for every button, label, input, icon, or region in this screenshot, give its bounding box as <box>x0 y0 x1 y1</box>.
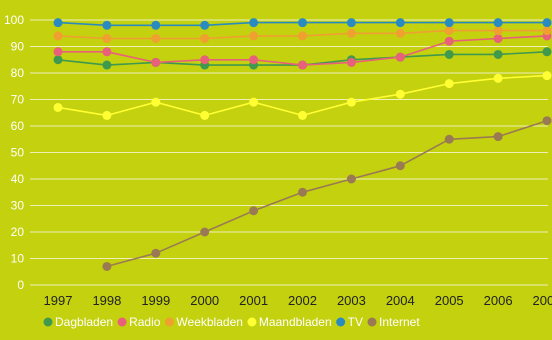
y-tick-label: 80 <box>11 66 25 80</box>
x-tick-label: 2007 <box>533 293 552 308</box>
y-tick-label: 90 <box>11 40 25 54</box>
data-point-dagbladen <box>542 47 552 57</box>
data-point-weekbladen <box>151 34 161 44</box>
data-point-tv <box>200 20 210 30</box>
data-point-dagbladen <box>444 49 454 59</box>
data-point-tv <box>542 18 552 28</box>
data-point-radio <box>298 60 307 70</box>
data-point-maandbladen <box>346 97 356 107</box>
data-point-internet <box>395 161 405 171</box>
legend-marker-dagbladen <box>43 317 53 327</box>
data-point-maandbladen <box>542 71 552 81</box>
data-point-internet <box>493 132 503 142</box>
data-point-weekbladen <box>200 34 210 44</box>
data-point-maandbladen <box>249 97 259 107</box>
data-point-maandbladen <box>444 79 454 89</box>
data-point-internet <box>444 134 454 144</box>
legend-marker-tv <box>336 317 346 327</box>
x-tick-label: 1998 <box>92 293 121 308</box>
data-point-internet <box>249 206 259 216</box>
data-point-radio <box>493 34 503 44</box>
data-point-dagbladen <box>53 55 63 65</box>
legend-marker-weekbladen <box>164 317 174 327</box>
data-point-weekbladen <box>493 26 503 36</box>
data-point-maandbladen <box>53 102 63 112</box>
data-point-radio <box>151 57 161 67</box>
y-tick-label: 70 <box>11 93 25 107</box>
data-point-weekbladen <box>102 34 112 44</box>
series-line-maandbladen <box>57 74 548 117</box>
data-point-weekbladen <box>395 28 405 38</box>
legend-label-radio: Radio <box>129 315 161 329</box>
data-point-internet <box>298 187 307 197</box>
legend-marker-internet <box>367 317 377 327</box>
legend-label-internet: Internet <box>379 315 420 329</box>
data-point-radio <box>395 52 405 62</box>
y-tick-label: 30 <box>11 199 25 213</box>
y-tick-label: 100 <box>4 13 24 27</box>
x-tick-label: 1999 <box>141 293 170 308</box>
data-point-weekbladen <box>53 31 63 41</box>
legend-label-maandbladen: Maandbladen <box>259 315 332 329</box>
x-tick-label: 2000 <box>190 293 219 308</box>
data-point-maandbladen <box>151 97 161 107</box>
legend-marker-radio <box>117 317 127 327</box>
data-point-internet <box>151 248 161 258</box>
x-tick-label: 2003 <box>337 293 366 308</box>
data-point-maandbladen <box>493 73 503 83</box>
data-point-weekbladen <box>542 26 552 36</box>
data-point-dagbladen <box>102 60 112 70</box>
x-tick-label: 1997 <box>44 293 73 308</box>
legend-label-dagbladen: Dagbladen <box>55 315 113 329</box>
y-tick-label: 60 <box>11 119 25 133</box>
data-point-radio <box>53 47 63 57</box>
y-tick-label: 40 <box>11 172 25 186</box>
y-tick-label: 50 <box>11 146 25 160</box>
x-tick-label: 2005 <box>435 293 464 308</box>
data-point-maandbladen <box>298 110 307 120</box>
data-point-tv <box>346 18 356 28</box>
legend-label-tv: TV <box>348 315 363 329</box>
x-tick-label: 2006 <box>484 293 513 308</box>
y-tick-label: 0 <box>17 278 24 292</box>
data-point-weekbladen <box>444 26 454 36</box>
data-point-maandbladen <box>200 110 210 120</box>
series-line-internet <box>106 119 548 268</box>
legend-label-weekbladen: Weekbladen <box>176 315 243 329</box>
data-point-radio <box>444 36 454 46</box>
data-point-radio <box>102 47 112 57</box>
data-point-weekbladen <box>249 31 259 41</box>
data-point-radio <box>249 55 259 65</box>
data-point-tv <box>249 18 259 28</box>
data-point-weekbladen <box>346 28 356 38</box>
data-point-weekbladen <box>298 31 307 41</box>
data-point-dagbladen <box>493 49 503 59</box>
data-point-internet <box>346 174 356 184</box>
data-point-tv <box>151 20 161 30</box>
data-point-radio <box>200 55 210 65</box>
y-tick-label: 20 <box>11 225 25 239</box>
y-tick-label: 10 <box>11 252 25 266</box>
data-point-internet <box>200 227 210 237</box>
legend-marker-maandbladen <box>247 317 257 327</box>
data-point-tv <box>298 18 307 28</box>
data-point-tv <box>444 18 454 28</box>
x-tick-label: 2001 <box>239 293 268 308</box>
data-point-tv <box>53 18 63 28</box>
x-tick-label: 2004 <box>386 293 415 308</box>
data-point-maandbladen <box>395 89 405 99</box>
data-point-radio <box>346 57 356 67</box>
data-point-tv <box>493 18 503 28</box>
data-point-maandbladen <box>102 110 112 120</box>
x-tick-label: 2002 <box>288 293 317 308</box>
data-point-tv <box>102 20 112 30</box>
data-point-tv <box>395 18 405 28</box>
data-point-internet <box>102 261 112 271</box>
data-point-internet <box>542 116 552 126</box>
